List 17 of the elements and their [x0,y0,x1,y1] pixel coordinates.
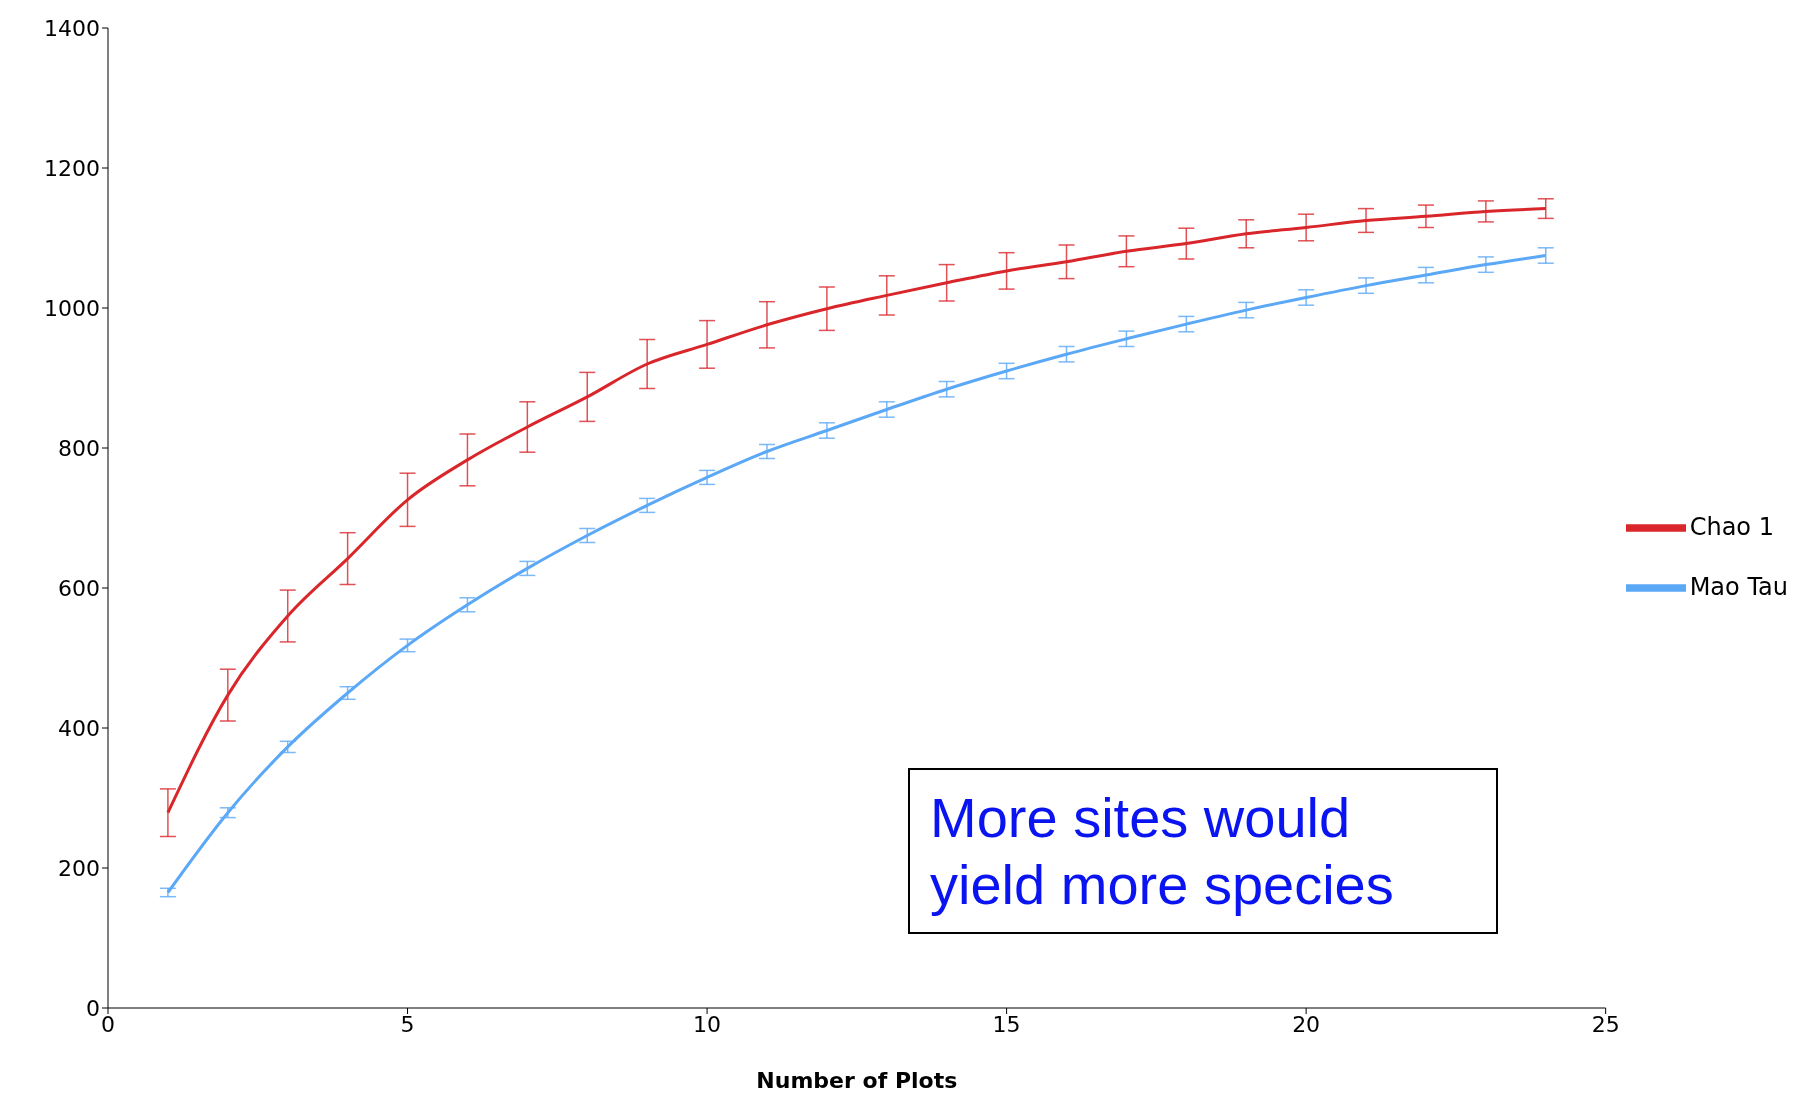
x-axis-title: Number of Plots [756,1068,958,1093]
y-tick-label: 1200 [44,155,100,181]
x-tick-label: 10 [693,1011,722,1037]
x-tick-label: 25 [1591,1011,1620,1037]
y-tick-label: 400 [58,715,100,741]
legend-label: Mao Tau [1689,573,1788,601]
y-tick-label: 1400 [44,15,100,41]
x-tick-label: 5 [400,1011,415,1037]
y-tick-label: 1000 [44,295,100,321]
y-tick-label: 600 [58,575,100,601]
y-tick-label: 800 [58,435,100,461]
y-tick-label: 200 [58,855,100,881]
annotation: More sites would yield more species [908,768,1498,935]
legend-label: Chao 1 [1689,513,1774,541]
x-tick-label: 15 [992,1011,1021,1037]
x-tick-label: 20 [1292,1011,1321,1037]
y-tick-label: 0 [86,995,100,1021]
